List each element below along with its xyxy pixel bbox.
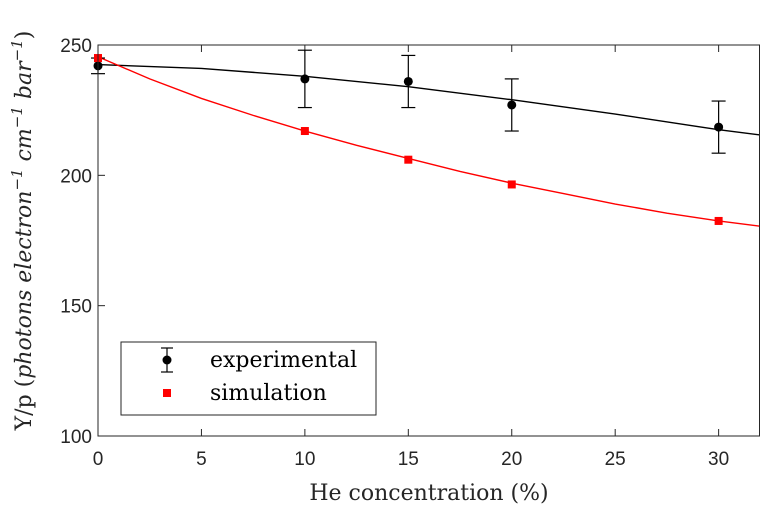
y-label-part: bar <box>12 60 37 106</box>
legend-label: simulation <box>210 381 327 406</box>
fit-curve-experimental <box>97 63 760 136</box>
y-tick-label: 200 <box>60 166 92 187</box>
fit-curve-simulation <box>97 56 760 227</box>
x-tick-labels: 0 5 10 15 20 25 30 <box>93 449 729 470</box>
legend-marker-square <box>163 389 171 397</box>
x-tick-label: 5 <box>196 449 207 470</box>
data-point-simulation <box>714 216 723 225</box>
data-point-experimental <box>300 74 310 84</box>
y-label-part: photons electron <box>12 191 37 379</box>
data-point-experimental <box>714 122 724 132</box>
data-point-simulation <box>404 155 413 164</box>
y-tick-label: 100 <box>60 427 92 448</box>
y-label-part: Y/p ( <box>12 379 37 432</box>
y-label-part: ) <box>12 31 37 40</box>
y-tick-label: 250 <box>60 36 92 57</box>
y-label-part: cm <box>12 128 37 168</box>
data-points <box>91 49 726 225</box>
legend-entry-experimental: experimental <box>161 347 357 373</box>
data-point-experimental <box>403 76 413 86</box>
y-tick-label: 150 <box>60 297 92 318</box>
data-point-experimental <box>507 100 517 110</box>
x-tick-label: 15 <box>398 449 419 470</box>
x-tick-label: 10 <box>294 449 315 470</box>
y-label-sup: −1 <box>8 168 26 190</box>
y-tick-labels: 100 150 200 250 <box>60 36 92 448</box>
data-point-simulation <box>300 127 309 136</box>
x-tick-label: 25 <box>605 449 626 470</box>
legend-box <box>120 341 377 416</box>
legend-label: experimental <box>210 348 357 373</box>
y-label-sup: −1 <box>8 39 26 61</box>
x-tick-label: 30 <box>708 449 729 470</box>
legend-marker-circle <box>162 355 172 365</box>
legend: experimental simulation <box>120 341 377 416</box>
y-axis-label: Y/p (photons electron−1 cm−1 bar−1) <box>8 31 37 432</box>
x-tick-label: 0 <box>93 449 104 470</box>
x-axis-label: He concentration (%) <box>309 481 548 506</box>
data-point-simulation <box>507 180 516 189</box>
legend-entry-simulation: simulation <box>163 381 327 406</box>
y-label-sup: −1 <box>8 106 26 128</box>
x-tick-label: 20 <box>501 449 522 470</box>
fit-curves <box>97 56 760 227</box>
